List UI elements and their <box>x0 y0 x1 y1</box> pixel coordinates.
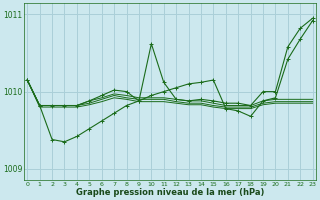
X-axis label: Graphe pression niveau de la mer (hPa): Graphe pression niveau de la mer (hPa) <box>76 188 264 197</box>
